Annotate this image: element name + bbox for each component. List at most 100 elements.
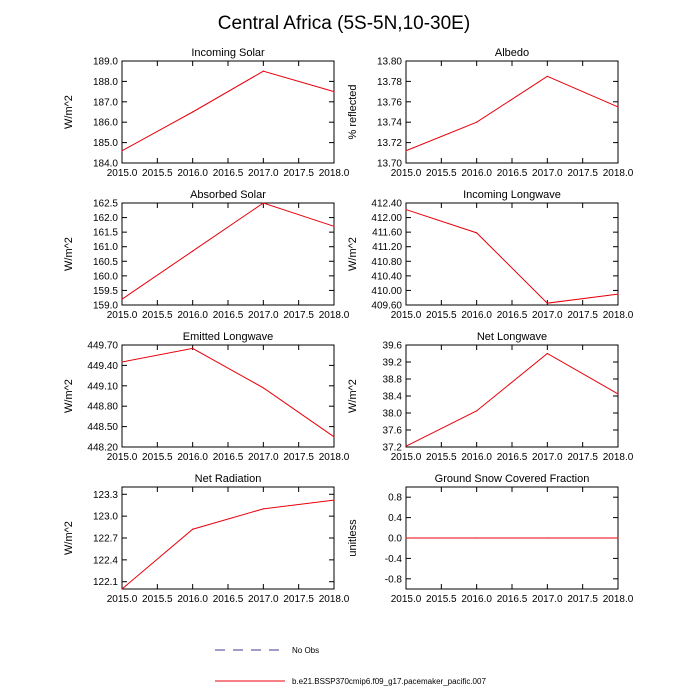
y-tick-label: 0.4	[388, 513, 402, 524]
panel-title: Albedo	[495, 47, 529, 59]
series-line	[121, 347, 335, 438]
x-tick-label: 2017.0	[532, 310, 563, 321]
data-point	[262, 387, 264, 389]
y-tick-label: 123.0	[93, 512, 118, 523]
y-tick-label: 38.4	[383, 392, 403, 403]
panels-group: Incoming Solar W/m^2 2015.0 2015.5 2016.0 201…	[63, 47, 634, 605]
y-axis-label: % reflected	[347, 84, 359, 139]
y-tick-label: 410.80	[371, 257, 402, 268]
x-tick-label: 2017.0	[248, 594, 279, 605]
x-tick-label: 2018.0	[603, 310, 634, 321]
x-tick-label: 2016.5	[497, 168, 528, 179]
y-axis-label: W/m^2	[347, 237, 359, 271]
y-tick-label: 39.6	[383, 341, 403, 352]
x-tick-label: 2015.0	[391, 310, 422, 321]
data-point	[617, 537, 619, 539]
y-tick-label: 410.40	[371, 271, 402, 282]
x-tick-label: 2015.0	[391, 594, 422, 605]
x-tick-label: 2015.5	[426, 594, 457, 605]
y-axis-label: W/m^2	[347, 379, 359, 413]
series-line	[405, 352, 619, 447]
y-tick-label: 162.5	[93, 199, 118, 210]
data-point	[476, 410, 478, 412]
data-point	[333, 436, 335, 438]
x-tick-label: 2016.5	[497, 310, 528, 321]
x-tick-label: 2016.0	[461, 452, 492, 463]
y-tick-label: 37.2	[383, 443, 403, 454]
x-tick-label: 2016.0	[461, 168, 492, 179]
panel-title: Absorbed Solar	[190, 189, 266, 201]
data-point	[333, 225, 335, 227]
data-point	[192, 250, 194, 252]
y-tick-label: 162.0	[93, 213, 118, 224]
series-line	[121, 202, 335, 300]
x-tick-label: 2017.5	[283, 594, 314, 605]
x-tick-label: 2015.0	[107, 594, 138, 605]
x-tick-label: 2017.0	[532, 594, 563, 605]
y-tick-label: 13.76	[377, 97, 402, 108]
y-tick-label: 38.8	[383, 375, 403, 386]
x-tick-label: 2016.0	[461, 310, 492, 321]
data-point	[476, 232, 478, 234]
plot-frame	[121, 202, 335, 306]
y-tick-label: 13.70	[377, 159, 402, 170]
series-line	[405, 209, 619, 304]
x-tick-label: 2016.0	[177, 168, 208, 179]
y-axis-label: W/m^2	[63, 237, 75, 271]
x-tick-label: 2017.0	[248, 168, 279, 179]
x-tick-label: 2017.0	[532, 452, 563, 463]
y-tick-label: 0.8	[388, 493, 402, 504]
plot-frame	[121, 486, 335, 590]
x-tick-label: 2016.0	[177, 310, 208, 321]
y-tick-label: 160.0	[93, 271, 118, 282]
legend: No Obs b.e21.BSSP370cmip6.f09_g17.pacema…	[215, 646, 486, 686]
panel-title: Incoming Longwave	[463, 189, 561, 201]
x-tick-label: 2015.0	[107, 168, 138, 179]
data-point	[262, 508, 264, 510]
y-tick-label: 412.40	[371, 199, 402, 210]
y-tick-label: 37.6	[383, 426, 403, 437]
x-tick-label: 2016.5	[213, 594, 244, 605]
x-tick-label: 2015.5	[142, 168, 173, 179]
data-point	[333, 91, 335, 93]
x-tick-label: 2017.0	[532, 168, 563, 179]
x-tick-label: 2015.5	[426, 452, 457, 463]
y-tick-label: 13.74	[377, 118, 402, 129]
x-tick-label: 2015.5	[142, 452, 173, 463]
panel-5: Net Longwave W/m^2 2015.0 2015.5 2016.0 2016.…	[347, 331, 634, 463]
series-line	[121, 70, 335, 152]
data-point	[192, 347, 194, 349]
data-point	[121, 361, 123, 363]
y-tick-label: -0.8	[385, 574, 403, 585]
data-point	[476, 537, 478, 539]
y-tick-label: 159.0	[93, 301, 118, 312]
y-tick-label: 13.72	[377, 138, 402, 149]
data-point	[405, 537, 407, 539]
panel-title: Net Radiation	[195, 473, 262, 485]
y-axis-label: unitless	[347, 519, 359, 557]
x-tick-label: 2017.5	[567, 594, 598, 605]
x-tick-label: 2017.5	[283, 310, 314, 321]
legend-label-model: b.e21.BSSP370cmip6.f09_g17.pacemaker_pac…	[292, 677, 486, 686]
x-tick-label: 2015.5	[142, 594, 173, 605]
data-point	[546, 75, 548, 77]
y-axis-label: W/m^2	[63, 95, 75, 129]
y-tick-label: 122.1	[93, 577, 118, 588]
x-tick-label: 2017.5	[567, 168, 598, 179]
x-tick-label: 2016.0	[461, 594, 492, 605]
panel-4: Emitted Longwave W/m^2 2015.0 2015.5 2016.0 2…	[63, 331, 350, 463]
x-tick-label: 2018.0	[319, 168, 350, 179]
y-tick-label: 161.5	[93, 228, 118, 239]
panel-7: Ground Snow Covered Fraction unitless 2015…	[347, 473, 634, 605]
panel-6: Net Radiation W/m^2 2015.0 2015.5 2016.0 2016…	[63, 473, 350, 605]
data-point	[333, 499, 335, 501]
y-tick-label: 449.40	[87, 361, 118, 372]
panel-3: Incoming Longwave W/m^2 2015.0 2015.5 2016.0…	[347, 189, 634, 321]
x-tick-label: 2018.0	[603, 594, 634, 605]
y-tick-label: 122.7	[93, 534, 118, 545]
data-point	[476, 121, 478, 123]
x-tick-label: 2016.5	[213, 310, 244, 321]
y-tick-label: 123.3	[93, 490, 118, 501]
data-point	[617, 106, 619, 108]
